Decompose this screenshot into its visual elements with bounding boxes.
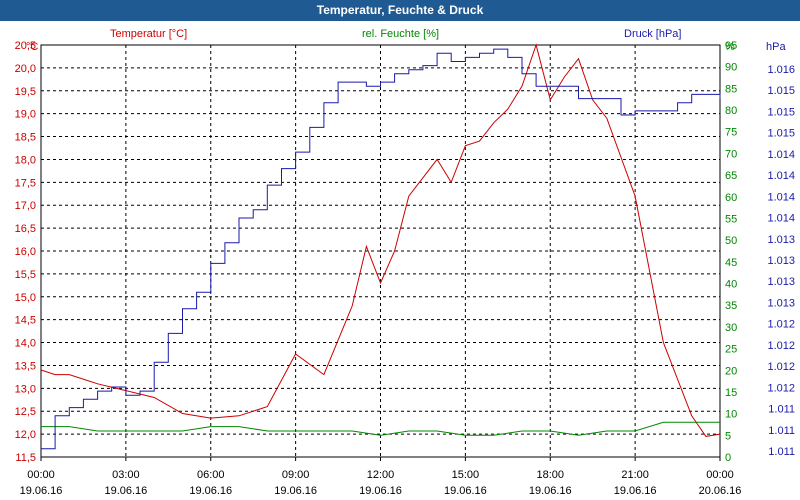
pressure-tick-label: 1.015 xyxy=(767,85,795,97)
temperature-tick-label: 19,0 xyxy=(15,109,36,121)
humidity-tick-label: 80 xyxy=(725,105,737,117)
x-tick-time: 03:00 xyxy=(112,469,140,481)
humidity-tick-label: 20 xyxy=(725,365,737,377)
temperature-tick-label: 14,5 xyxy=(15,315,36,327)
temperature-tick-label: 11,5 xyxy=(15,452,36,464)
humidity-tick-label: 35 xyxy=(725,300,737,312)
x-tick-time: 18:00 xyxy=(536,469,564,481)
temperature-tick-label: 19,5 xyxy=(15,86,36,98)
pressure-tick-label: 1.011 xyxy=(768,425,795,437)
x-tick-date: 19.06.16 xyxy=(20,485,63,497)
humidity-tick-label: 65 xyxy=(725,170,737,182)
pressure-tick-label: 1.016 xyxy=(767,64,795,76)
temperature-tick-label: 13,0 xyxy=(15,383,36,395)
humidity-tick-label: 70 xyxy=(725,148,737,160)
pressure-tick-label: 1.014 xyxy=(767,213,795,225)
humidity-tick-label: 45 xyxy=(725,257,737,269)
pressure-tick-label: 1.012 xyxy=(767,319,795,331)
temperature-tick-label: 20,0 xyxy=(15,63,36,75)
pressure-tick-label: 1.013 xyxy=(767,255,795,267)
humidity-tick-label: 85 xyxy=(725,83,737,95)
pressure-series-line xyxy=(41,48,721,450)
temperature-tick-label: 13,5 xyxy=(15,360,36,372)
x-tick-date: 19.06.16 xyxy=(529,485,572,497)
x-tick-date: 19.06.16 xyxy=(359,485,402,497)
x-tick-date: 20.06.16 xyxy=(699,485,742,497)
temperature-tick-label: 15,0 xyxy=(15,292,36,304)
x-tick-date: 19.06.16 xyxy=(104,485,147,497)
temperature-unit: °C xyxy=(26,41,38,53)
pressure-tick-label: 1.013 xyxy=(767,297,795,309)
pressure-tick-label: 1.013 xyxy=(767,234,795,246)
x-tick-date: 19.06.16 xyxy=(274,485,317,497)
chart-title: Temperatur, Feuchte & Druck xyxy=(0,0,800,21)
temperature-tick-label: 16,0 xyxy=(15,246,36,258)
humidity-tick-label: 95 xyxy=(725,40,737,52)
x-tick-time: 12:00 xyxy=(367,469,395,481)
humidity-tick-label: 40 xyxy=(725,279,737,291)
pressure-tick-label: 1.014 xyxy=(767,149,795,161)
pressure-tick-label: 1.014 xyxy=(767,170,795,182)
temperature-tick-label: 20,5 xyxy=(15,40,36,52)
pressure-tick-label: 1.012 xyxy=(767,340,795,352)
pressure-tick-label: 1.011 xyxy=(768,446,795,458)
temperature-tick-label: 12,5 xyxy=(15,406,36,418)
pressure-unit: hPa xyxy=(766,41,786,53)
x-tick-time: 09:00 xyxy=(282,469,310,481)
humidity-tick-label: 90 xyxy=(725,62,737,74)
pressure-tick-label: 1.015 xyxy=(767,128,795,140)
humidity-tick-label: 75 xyxy=(725,127,737,139)
temperature-tick-label: 17,5 xyxy=(15,177,36,189)
x-tick-time: 15:00 xyxy=(452,469,480,481)
humidity-tick-label: 10 xyxy=(725,409,737,421)
temperature-tick-label: 14,0 xyxy=(15,338,36,350)
data-lines xyxy=(40,43,721,450)
humidity-tick-label: 0 xyxy=(725,452,731,464)
humidity-tick-label: 60 xyxy=(725,192,737,204)
humidity-tick-label: 30 xyxy=(725,322,737,334)
temperature-series-line xyxy=(40,43,721,437)
humidity-series-line xyxy=(41,421,720,436)
x-tick-time: 00:00 xyxy=(706,469,734,481)
x-tick-time: 00:00 xyxy=(27,469,55,481)
pressure-tick-label: 1.012 xyxy=(767,361,795,373)
humidity-tick-label: 55 xyxy=(725,213,737,225)
pressure-tick-label: 1.012 xyxy=(767,382,795,394)
temperature-tick-label: 16,5 xyxy=(15,223,36,235)
pressure-tick-label: 1.011 xyxy=(768,404,795,416)
pressure-tick-label: 1.014 xyxy=(767,191,795,203)
humidity-tick-label: 5 xyxy=(725,430,731,442)
x-tick-date: 19.06.16 xyxy=(444,485,487,497)
x-tick-time: 21:00 xyxy=(621,469,649,481)
axis-labels: 00:00 19.06.16 03:00 19.06.16 06:00 19.06.16 0… xyxy=(15,40,795,497)
pressure-axis-label: Druck [hPa] xyxy=(624,28,681,40)
x-tick-time: 06:00 xyxy=(197,469,225,481)
temperature-tick-label: 18,0 xyxy=(15,154,36,166)
pressure-tick-label: 1.013 xyxy=(767,276,795,288)
humidity-unit: % xyxy=(725,41,735,53)
temperature-tick-label: 18,5 xyxy=(15,132,36,144)
temperature-tick-label: 12,0 xyxy=(15,429,36,441)
humidity-tick-label: 50 xyxy=(725,235,737,247)
grid-lines xyxy=(40,45,721,461)
temperature-tick-label: 17,0 xyxy=(15,200,36,212)
humidity-axis-label: rel. Feuchte [%] xyxy=(362,28,439,40)
x-tick-date: 19.06.16 xyxy=(614,485,657,497)
temperature-tick-label: 15,5 xyxy=(15,269,36,281)
pressure-tick-label: 1.015 xyxy=(767,106,795,118)
humidity-tick-label: 15 xyxy=(725,387,737,399)
temperature-axis-label: Temperatur [°C] xyxy=(110,28,187,40)
humidity-tick-label: 25 xyxy=(725,344,737,356)
x-tick-date: 19.06.16 xyxy=(189,485,232,497)
